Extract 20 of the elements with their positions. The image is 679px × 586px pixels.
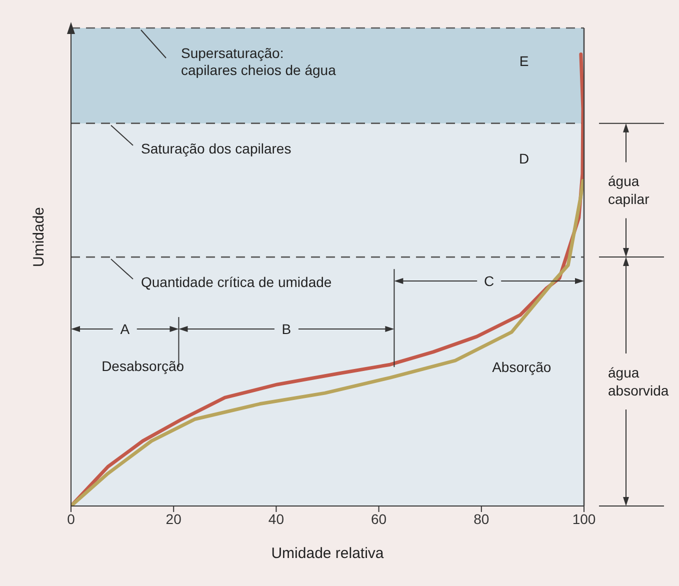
annotation: A (120, 321, 130, 338)
x-tick-label: 100 (572, 510, 596, 527)
x-tick-label: 40 (268, 510, 284, 527)
text: água capilar (608, 173, 650, 208)
annotation: E (519, 53, 529, 70)
band-label: Supersaturação: capilares cheios de água (181, 45, 336, 78)
x-tick-label: 80 (474, 510, 490, 527)
annotation: D (518, 150, 530, 166)
text: água absorvida (608, 364, 669, 399)
ref-line-label: Quantidade crítica de umidade (141, 274, 332, 290)
y-axis-title: Umidade (30, 206, 48, 267)
x-tick-label: 0 (67, 510, 76, 527)
x-tick-label: 20 (166, 510, 182, 527)
annotation: B (282, 321, 292, 338)
x-tick-label: 60 (371, 510, 387, 527)
x-axis-title: Umidade relativa (271, 545, 384, 562)
annotation: C (484, 273, 494, 290)
ref-line-label: Saturação dos capilares (141, 140, 292, 156)
text: Desabsorção (102, 358, 184, 374)
series-label: Absorção (492, 359, 552, 376)
